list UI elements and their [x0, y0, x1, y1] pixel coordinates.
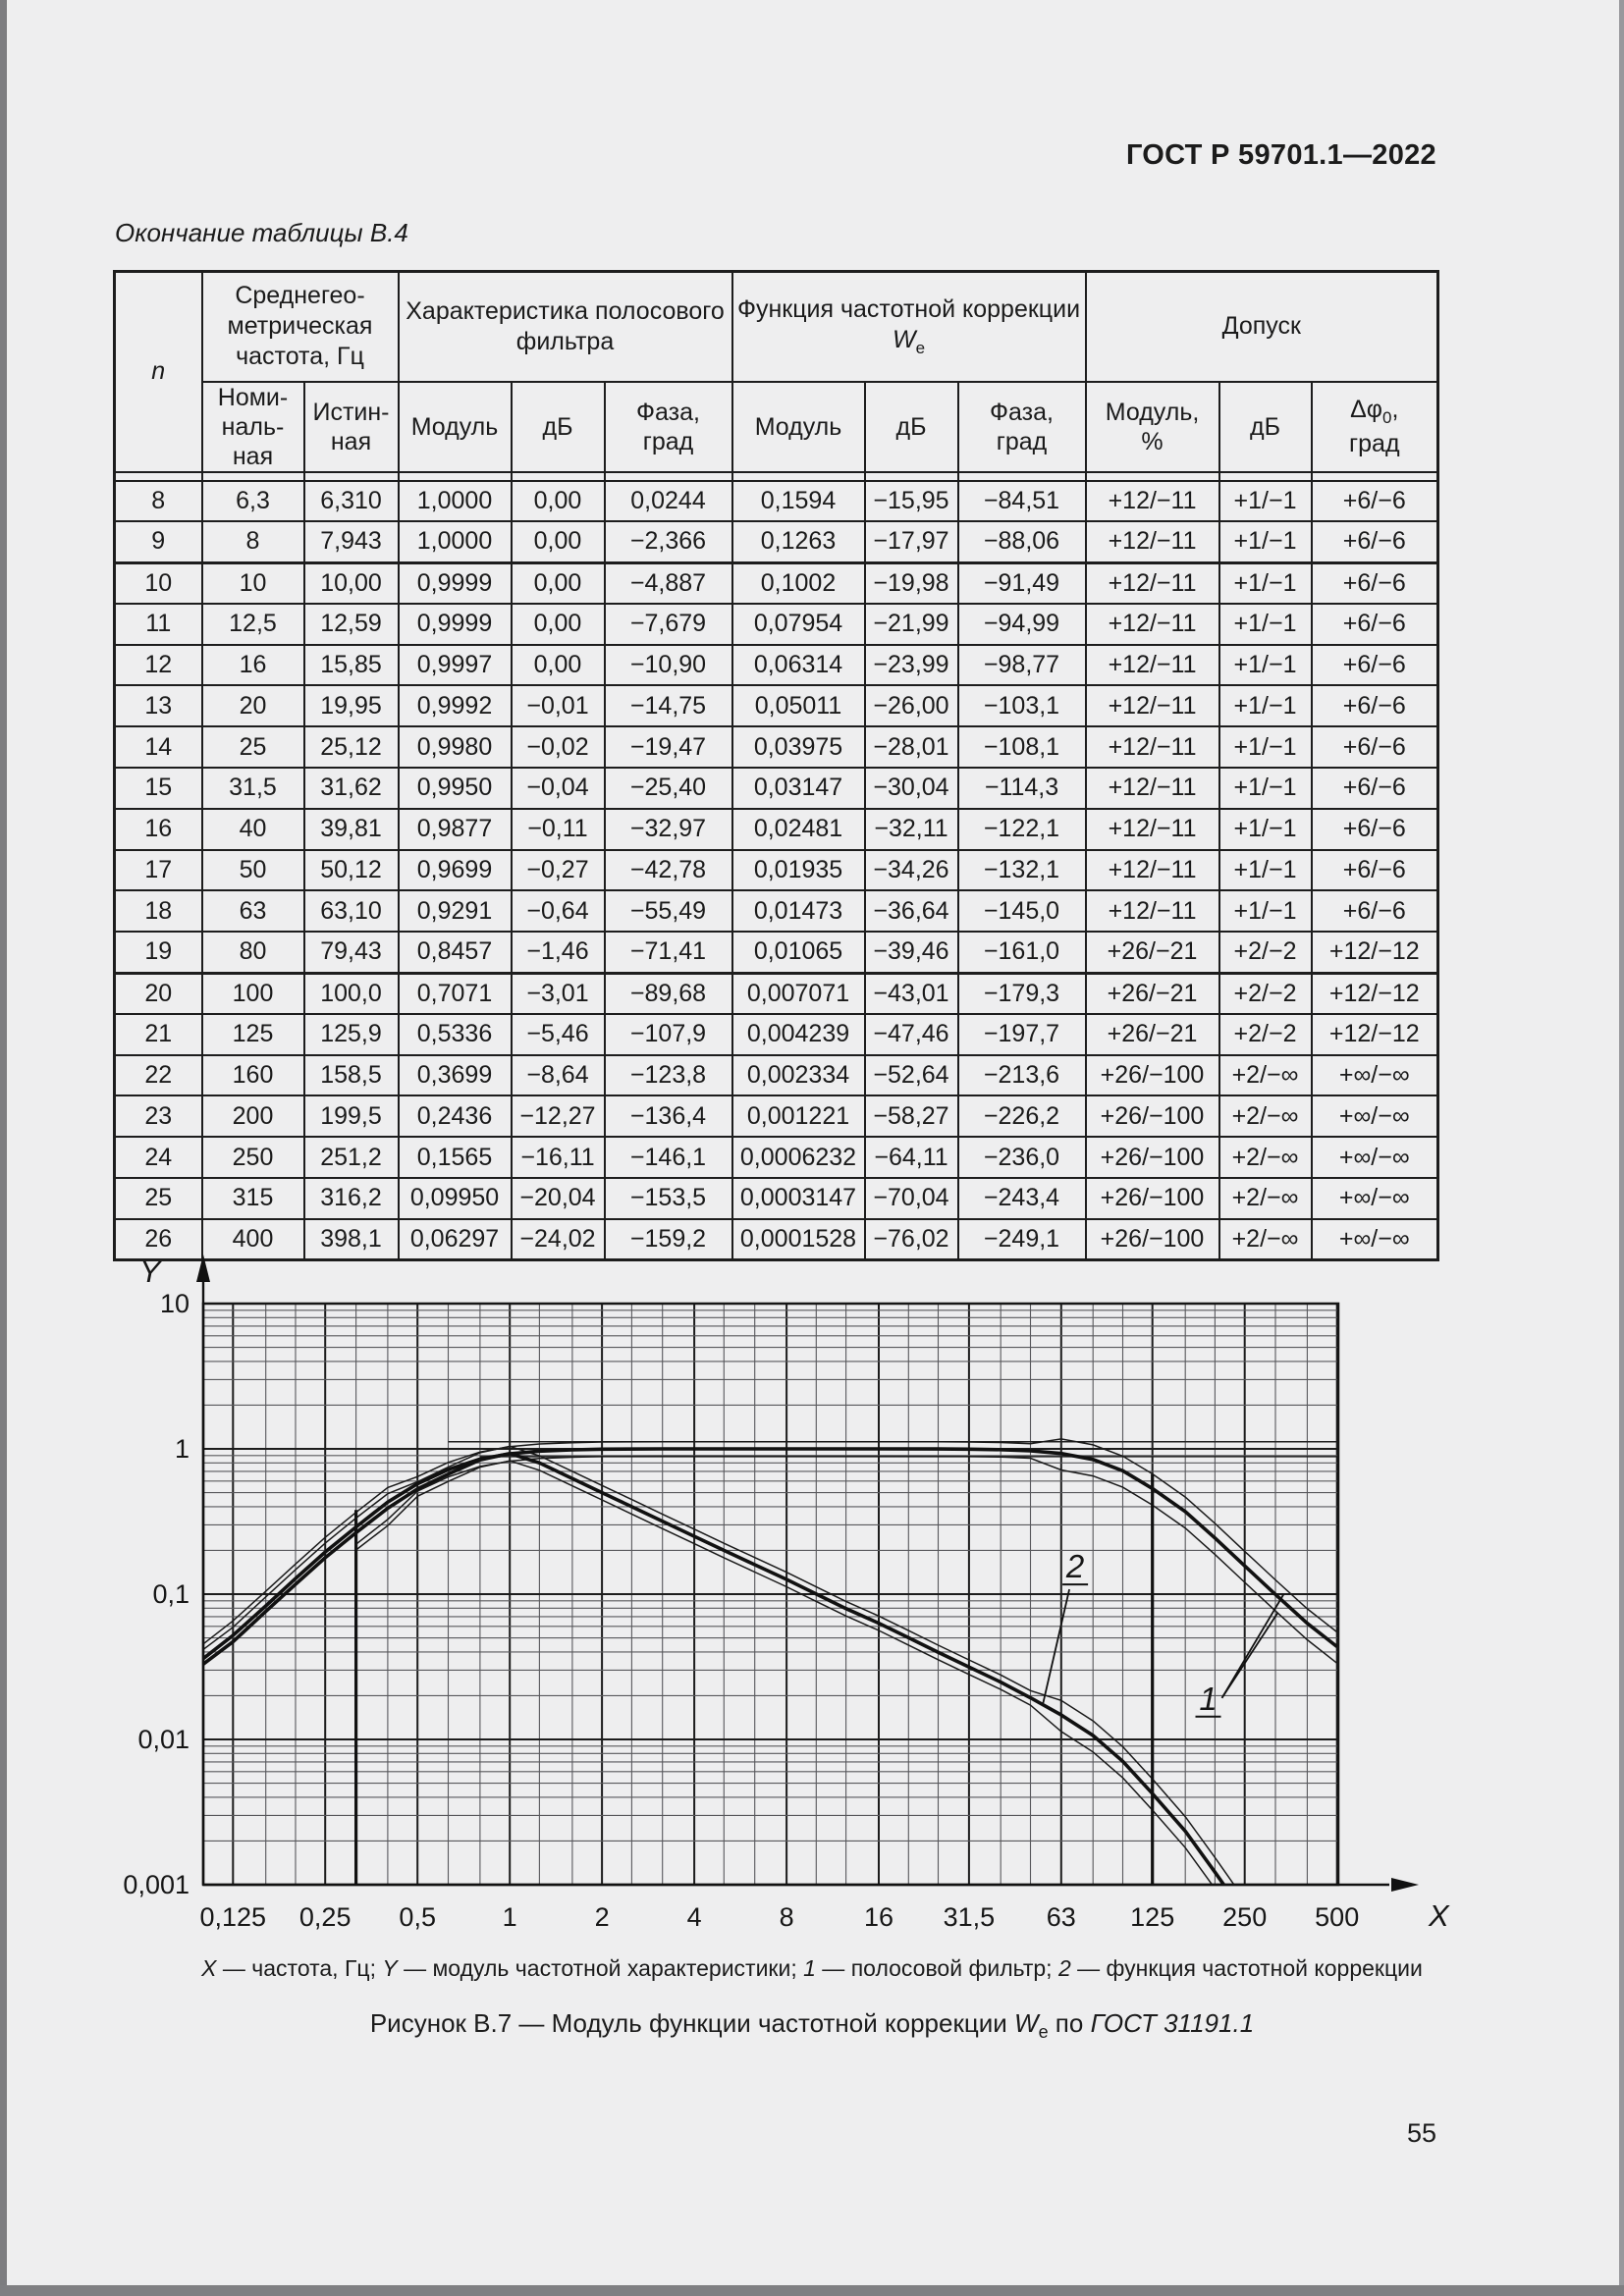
series-1-upper-tolerance — [203, 1438, 1338, 1645]
table-row: 18 63 63,10 0,9291 −0,64 −55,49 0,01473 −36,64−… — [113, 889, 1439, 934]
series-2-lower-tolerance — [355, 1460, 1214, 1885]
col-header-n: n — [113, 270, 203, 473]
x-tick-label: 8 — [780, 1902, 794, 1932]
table-row: 22 160 158,5 0,3699 −8,64 −123,8 0,002334 −52,6… — [113, 1053, 1439, 1097]
header-double-rule — [113, 470, 1439, 482]
table-row: 12 16 15,85 0,9997 0,00 −10,90 0,06314 −23,99 −9… — [113, 643, 1439, 687]
table-row: 24 250 251,2 0,1565 −16,11 −146,1 0,0006232 −64… — [113, 1136, 1439, 1180]
table-row: 20 100 100,0 0,7071 −3,01 −89,68 0,007071 −43,0… — [113, 971, 1439, 1015]
callout-leader-1 — [1220, 1612, 1278, 1699]
table-row: 26 400 398,1 0,06297 −24,02 −159,2 0,0001528 −7… — [113, 1217, 1439, 1261]
y-tick-label: 0,01 — [137, 1725, 189, 1754]
series-1-lower-tolerance — [355, 1455, 1338, 1664]
x-tick-label: 250 — [1222, 1902, 1267, 1932]
col-header-corr-modulus: Модуль — [731, 380, 866, 473]
figure-legend: X — частота, Гц; Y — модуль частотной ха… — [201, 1955, 1423, 1981]
chart-figure-b7: 10 1 0,1 0,01 0,001 0,125 0,25 0,5 1 2 4 8 16 31,5 63 1… — [123, 1255, 1450, 1933]
y-axis-arrow — [196, 1255, 210, 1282]
table-row: 9 8 7,943 1,0000 0,00 −2,366 0,1263 −17,97 −88,0… — [113, 520, 1439, 564]
y-axis-symbol: Y — [139, 1255, 162, 1289]
table-row: 23 200 199,5 0,2436 −12,27 −136,4 0,001221 −58,… — [113, 1095, 1439, 1139]
document-header: ГОСТ Р 59701.1—2022 — [1125, 139, 1436, 171]
callout-label-1: 1 — [1199, 1681, 1217, 1717]
y-tick-label: 0,1 — [152, 1579, 189, 1609]
callout-label-2: 2 — [1065, 1548, 1084, 1584]
callout-leader-2 — [1042, 1588, 1070, 1704]
y-tick-label: 10 — [160, 1289, 189, 1318]
col-header-tol-modulus: Модуль, % — [1084, 380, 1220, 473]
x-axis-arrow — [1391, 1878, 1419, 1892]
table-row: 11 12,5 12,59 0,9999 0,00 −7,679 0,07954 −21,99… — [113, 602, 1439, 646]
x-tick-label: 2 — [595, 1902, 610, 1932]
series-2-curve — [203, 1451, 1226, 1885]
x-tick-label: 125 — [1130, 1902, 1174, 1932]
x-tick-label: 0,5 — [399, 1902, 436, 1932]
x-tick-label: 4 — [687, 1902, 702, 1932]
x-tick-label: 31,5 — [944, 1902, 996, 1932]
table-b4: n Среднегео- метрическая частота, Гц Хар… — [113, 270, 1440, 1262]
y-tick-label: 0,001 — [123, 1870, 189, 1899]
col-header-corr-phase: Фаза, град — [956, 380, 1087, 473]
col-header-nominal: Номи- наль- ная — [200, 380, 305, 473]
x-tick-label: 1 — [503, 1902, 517, 1932]
y-tick-label: 1 — [175, 1434, 189, 1464]
col-header-tol-dphi: Δφ0, град — [1310, 380, 1439, 473]
series-1-curve — [203, 1447, 1338, 1661]
table-row: 21 125 125,9 0,5336 −5,46 −107,9 0,004239 −47,4… — [113, 1012, 1439, 1056]
group-header-frequency: Среднегео- метрическая частота, Гц — [200, 270, 400, 383]
page-number: 55 — [1406, 2118, 1436, 2148]
group-header-correction: Функция частотной коррекции We — [731, 270, 1087, 383]
x-tick-label: 63 — [1047, 1902, 1076, 1932]
figure-title: Рисунок В.7 — Модуль функции частотной к… — [369, 2008, 1255, 2043]
col-header-filter-modulus: Модуль — [397, 380, 513, 473]
table-row: 16 40 39,81 0,9877 −0,11 −32,97 0,02481 −32,11−… — [113, 807, 1439, 851]
page-edge-right — [1619, 0, 1624, 2296]
table-row: 15 31,5 31,62 0,9950 −0,04 −25,40 0,03147 −30,0… — [113, 767, 1439, 810]
page-edge-bottom — [0, 2285, 1624, 2296]
table-row: 25 315 316,2 0,09950 −20,04 −153,5 0,0003147 −7… — [113, 1177, 1439, 1220]
x-tick-label: 0,25 — [299, 1902, 352, 1932]
page-edge-left — [0, 0, 7, 2296]
col-header-filter-db: дБ — [510, 380, 606, 473]
curves — [203, 1438, 1338, 1885]
col-header-corr-db: дБ — [863, 380, 959, 473]
x-tick-label: 500 — [1315, 1902, 1359, 1932]
x-tick-label: 0,125 — [200, 1902, 267, 1932]
table-row: 14 25 25,12 0,9980 −0,02 −19,47 0,03975 −28,01−… — [113, 725, 1439, 770]
group-header-tolerance: Допуск — [1084, 270, 1439, 383]
table-caption: Окончание таблицы В.4 — [115, 218, 408, 247]
series-2-upper-tolerance — [203, 1445, 1235, 1885]
group-header-filter: Характеристика полосового фильтра — [397, 270, 733, 383]
table-row: 8 6,3 6,310 1,0000 0,00 0,0244 0,1594 −15,95 −84… — [113, 479, 1439, 523]
x-axis-symbol: X — [1428, 1898, 1450, 1933]
table-row: 13 20 19,95 0,9992 −0,01 −14,75 0,05011 −26,00−… — [113, 684, 1439, 728]
col-header-tol-db: дБ — [1218, 380, 1313, 473]
table-row: 17 50 50,12 0,9699 −0,27 −42,78 0,01935 −34,26−… — [113, 848, 1439, 892]
table-row: 10 10 10,00 0,9999 0,00 −4,887 0,1002 −19,98 −91… — [113, 561, 1439, 605]
table-row: 19 80 79,43 0,8457 −1,46 −71,41 0,01065 −39,46−… — [113, 931, 1439, 975]
x-tick-label: 16 — [864, 1902, 893, 1932]
col-header-filter-phase: Фаза, град — [603, 380, 733, 473]
col-header-true: Истин- ная — [302, 380, 400, 473]
